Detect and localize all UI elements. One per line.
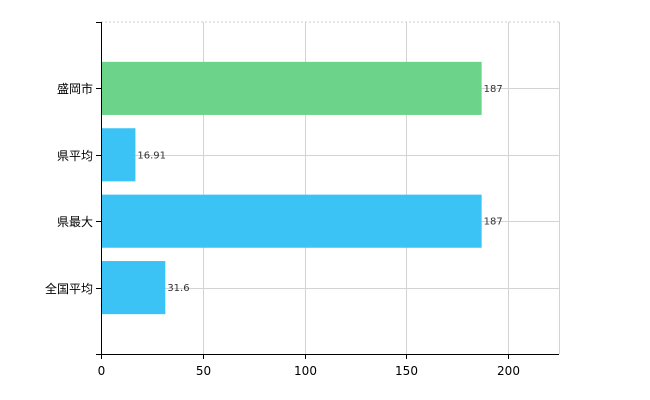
bar	[101, 128, 136, 182]
data-label: 16.91	[137, 150, 166, 161]
x-tick-label: 0	[98, 364, 106, 378]
bar	[101, 261, 166, 315]
data-label: 187	[484, 217, 503, 228]
x-tick-label: 100	[294, 364, 317, 378]
bar	[101, 61, 482, 115]
bar	[101, 194, 482, 248]
y-tick-label: 盛岡市	[57, 81, 93, 96]
x-tick-label: 150	[395, 364, 418, 378]
x-tick-label: 50	[196, 364, 211, 378]
y-tick-label: 県平均	[57, 149, 93, 163]
data-label: 31.6	[167, 283, 189, 294]
x-tick-label: 200	[497, 364, 520, 378]
bars: 187 16.91 187 31.6	[101, 61, 503, 315]
y-tick-label: 全国平均	[45, 281, 93, 296]
data-label: 187	[484, 84, 503, 95]
y-tick-label: 県最大	[57, 215, 93, 229]
